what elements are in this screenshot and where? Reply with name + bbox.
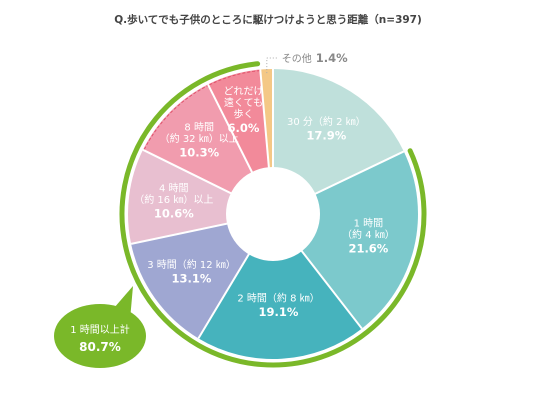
slice-value: 10.6% xyxy=(154,207,194,221)
slice-value: 17.9% xyxy=(306,129,346,143)
group-highlight-arc xyxy=(119,61,427,368)
slice-label: （約 4 ㎞） xyxy=(342,228,395,241)
pie-slice xyxy=(131,214,273,339)
slice-value: 19.1% xyxy=(259,305,299,319)
slice-label: （約 32 ㎞）以上 xyxy=(160,132,239,145)
slice-label: 2 時間（約 8 ㎞） xyxy=(237,292,319,305)
slice-label: 1 時間 xyxy=(354,218,384,230)
slice-label: 30 分（約 2 ㎞） xyxy=(287,115,366,128)
slice-label: 3 時間（約 12 ㎞） xyxy=(147,258,236,271)
slice-value: 6.0% xyxy=(228,121,260,135)
slice-label: 4 時間 xyxy=(159,183,189,195)
callout-bubble xyxy=(54,304,146,368)
chart-title: Q.歩いてでも子供のところに駆けつけようと思う距離（n=397) xyxy=(114,13,422,26)
slice-value: 10.3% xyxy=(179,146,219,160)
donut-hole xyxy=(226,167,320,261)
callout-label: 1 時間以上計 xyxy=(70,323,130,336)
other-label: その他 xyxy=(282,52,312,65)
pie-slice xyxy=(198,214,362,359)
slice-label: （約 16 ㎞）以上 xyxy=(134,193,213,206)
pie-slice xyxy=(273,69,404,214)
slice-dashed-outline xyxy=(143,84,275,216)
slice-dashed-outline xyxy=(207,70,274,215)
other-value: 1.4% xyxy=(316,51,348,65)
pie-slice xyxy=(273,151,418,329)
slice-label: どれだけ xyxy=(224,85,264,97)
slice-label: 歩く xyxy=(234,107,254,120)
slice-value: 21.6% xyxy=(348,242,388,256)
callout-value: 80.7% xyxy=(79,340,121,354)
slice-value: 13.1% xyxy=(172,271,212,285)
slice-label: 8 時間 xyxy=(184,122,214,134)
slice-label: 遠くても xyxy=(224,96,263,109)
